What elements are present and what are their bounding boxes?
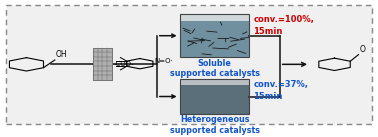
Bar [180,21,249,57]
Bar [93,48,112,80]
Bar [93,48,112,80]
Bar [180,14,249,21]
Bar [180,79,249,114]
Bar [180,14,249,57]
Bar [180,79,249,85]
Text: O: O [360,45,366,54]
Text: conv.=100%,
15min: conv.=100%, 15min [253,15,314,35]
Text: N=O·: N=O· [155,58,174,64]
Bar [180,85,249,114]
Text: -COO-: -COO- [114,61,135,67]
Text: Soluble
supported catalysts: Soluble supported catalysts [169,58,260,78]
Text: conv.=37%,
15min: conv.=37%, 15min [253,80,308,101]
Text: Heterogeneous
supported catalysts: Heterogeneous supported catalysts [169,115,260,135]
Text: OH: OH [56,50,68,59]
